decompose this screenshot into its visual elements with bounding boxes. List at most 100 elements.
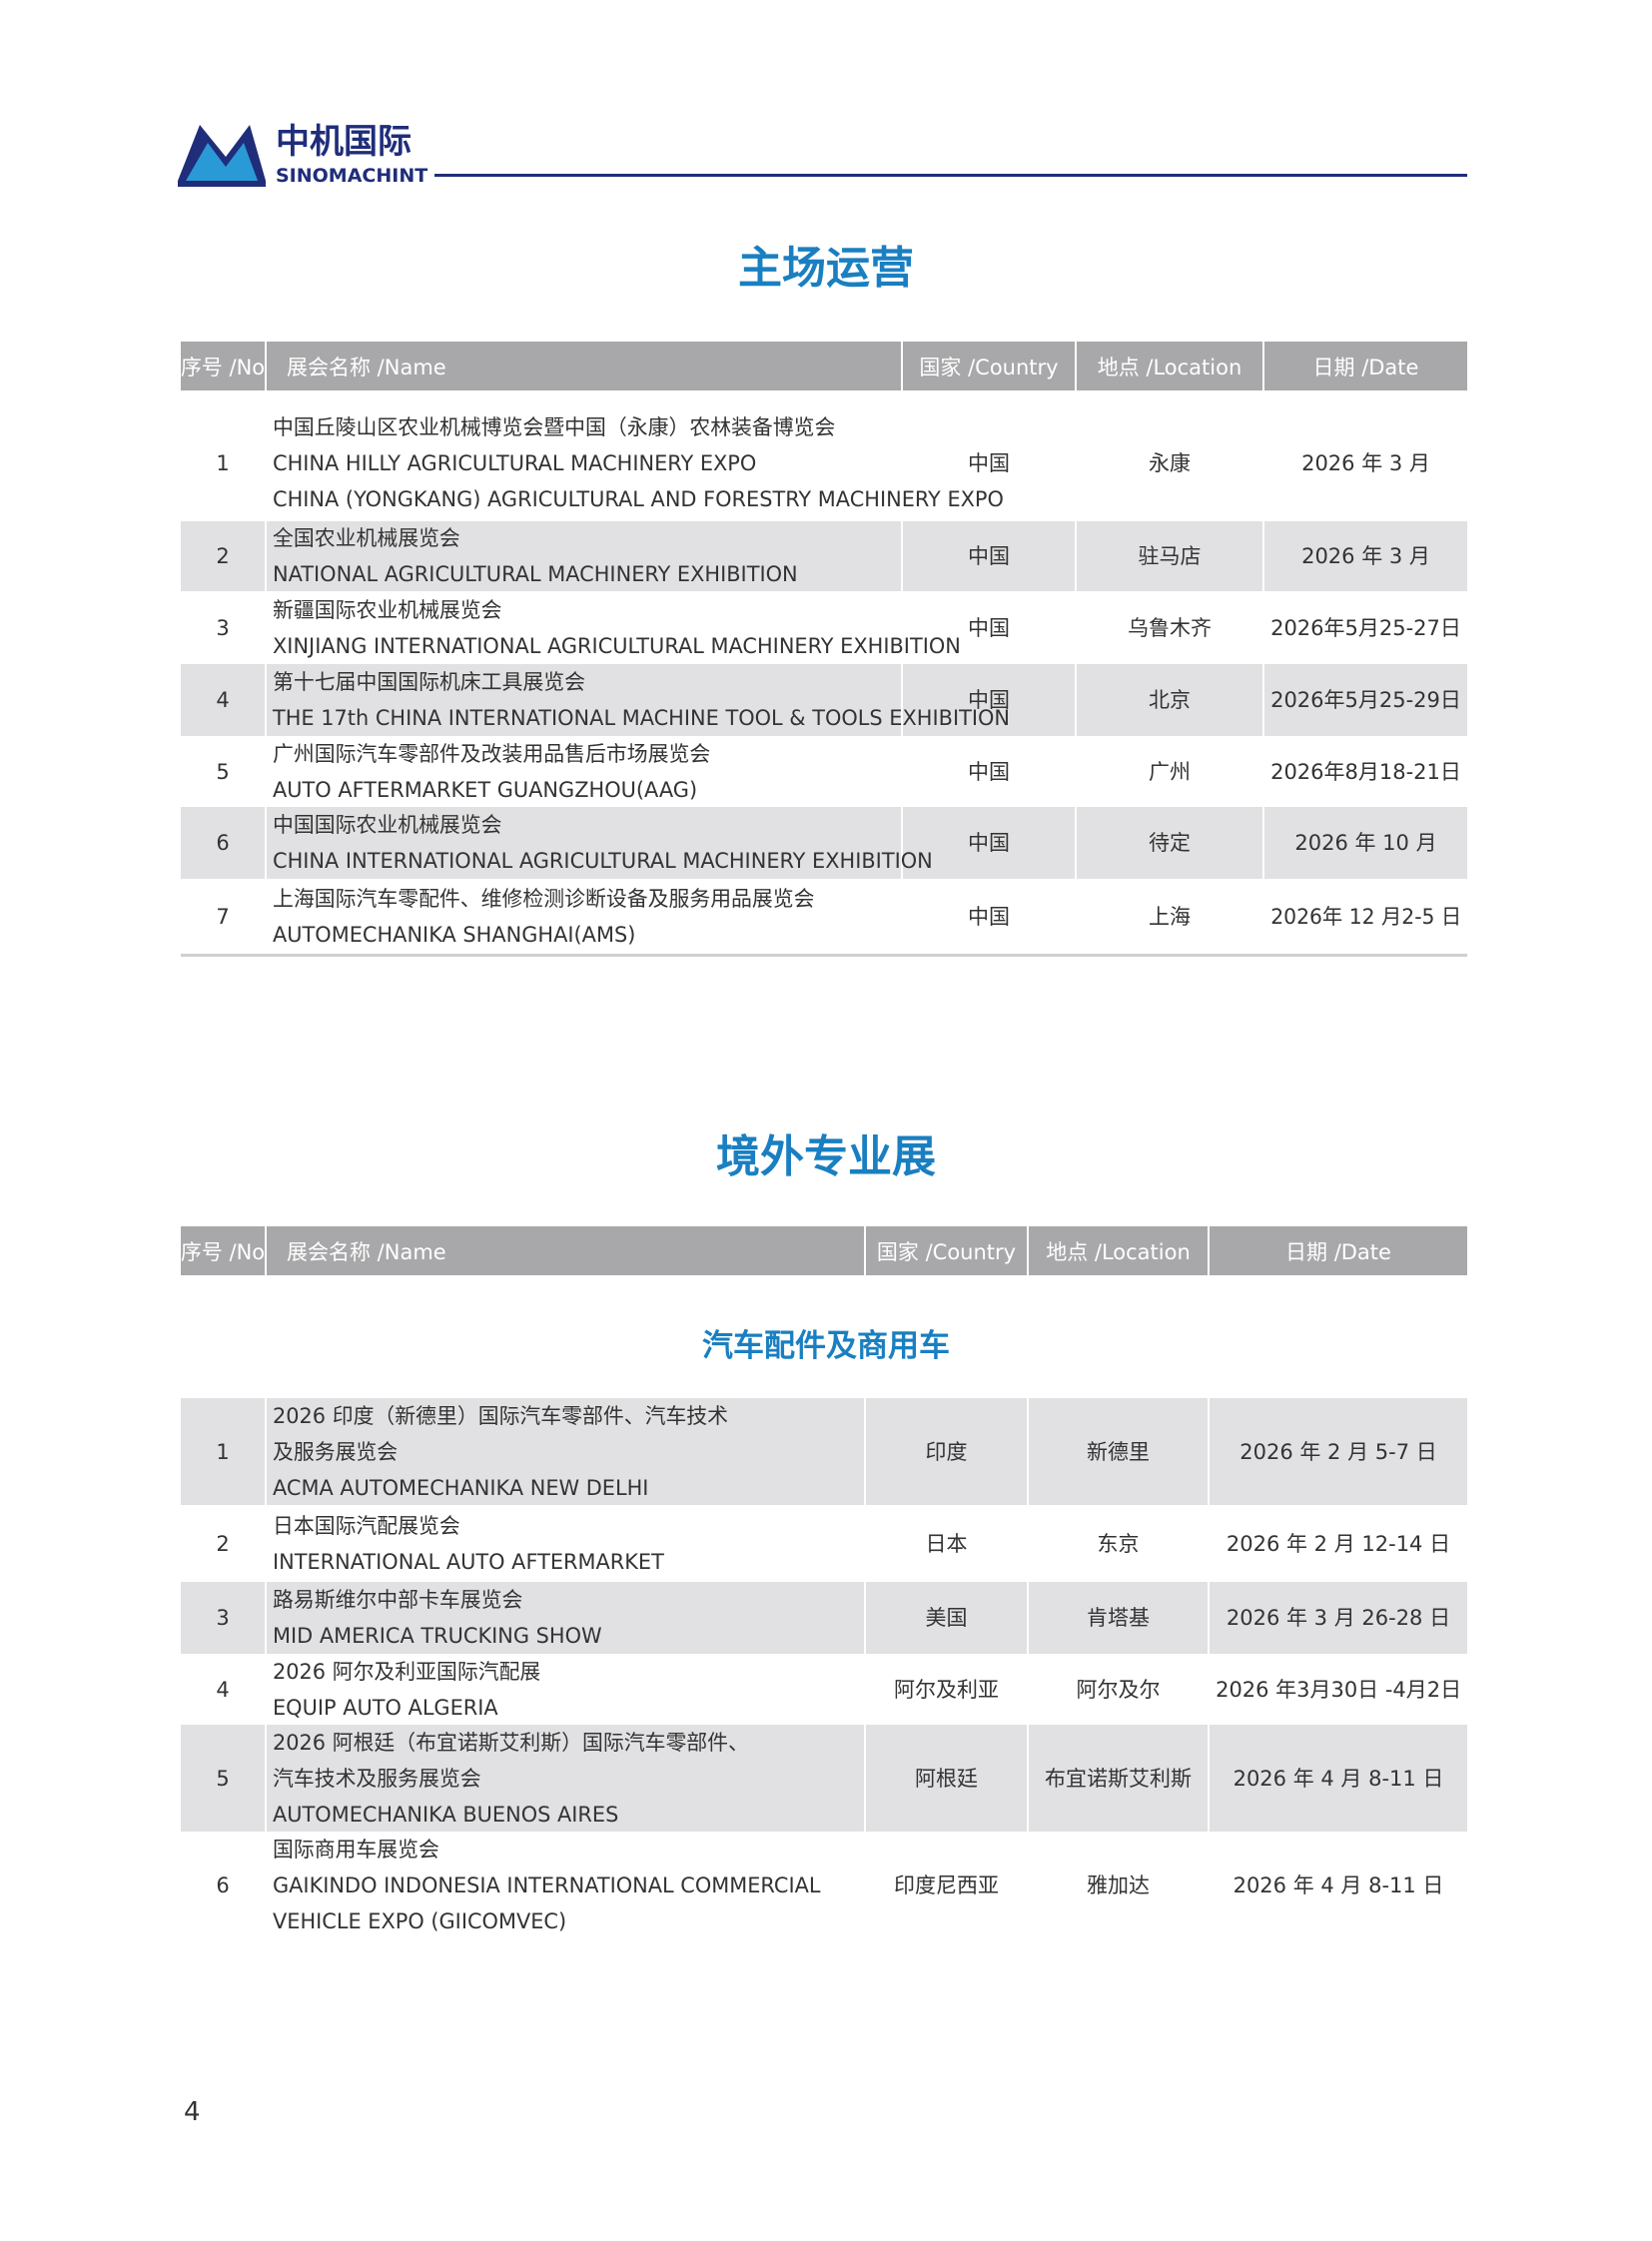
name-line: AUTO AFTERMARKET GUANGZHOU(AAG)	[273, 777, 698, 802]
table-cell: 中国	[903, 521, 1077, 591]
table-cell: 4	[181, 1654, 267, 1725]
name-line: CHINA (YONGKANG) AGRICULTURAL AND FOREST…	[273, 486, 1004, 511]
table-cell: 5	[181, 1725, 267, 1832]
country: 中国	[968, 759, 1010, 784]
name-line: 全国农业机械展览会	[273, 526, 460, 550]
table-row	[181, 664, 1467, 736]
table-cell: 美国	[866, 1582, 1029, 1654]
name-line: 国际商用车展览会	[273, 1838, 439, 1862]
table-cell: 布宜诺斯艾利斯	[1029, 1725, 1210, 1832]
table-header	[181, 342, 1467, 390]
country: 中国	[968, 904, 1010, 929]
table-cell: 中国	[903, 879, 1077, 954]
table-cell: 东京	[1029, 1505, 1210, 1582]
table-cell: 7	[181, 879, 267, 954]
name-line: CHINA INTERNATIONAL AGRICULTURAL MACHINE…	[273, 849, 933, 873]
name-line: 2026 阿根廷（布宜诺斯艾利斯）国际汽车零部件、	[273, 1730, 749, 1755]
column-header: 地点 /Location	[1029, 1226, 1210, 1275]
name-line: 及服务展览会	[273, 1439, 399, 1464]
table-cell: 2	[181, 1505, 267, 1582]
location: 雅加达	[1087, 1873, 1150, 1897]
location: 阿尔及尔	[1076, 1677, 1161, 1702]
table-cell: 6	[181, 1832, 267, 1939]
table-cell: 印度尼西亚	[866, 1832, 1029, 1939]
column-header: 国家 /Country	[903, 342, 1077, 390]
location: 广州	[1149, 759, 1191, 784]
date: 2026 年 3 月 26-28 日	[1226, 1606, 1451, 1630]
location: 东京	[1097, 1531, 1140, 1556]
table-cell: 国际商用车展览会 GAIKINDO INDONESIA INTERNATIONAL…	[267, 1832, 866, 1939]
date: 2026 年 10 月	[1294, 831, 1437, 855]
name-line: ACMA AUTOMECHANIKA NEW DELHI	[273, 1475, 649, 1500]
table-cell: 雅加达	[1029, 1832, 1210, 1939]
name-line: 广州国际汽车零部件及改装用品售后市场展览会	[273, 741, 711, 766]
table-cell: 2026 年 10 月	[1264, 807, 1467, 879]
location: 布宜诺斯艾利斯	[1045, 1766, 1192, 1791]
table-header	[181, 1226, 1467, 1275]
no: 7	[216, 904, 230, 929]
country: 印度尼西亚	[894, 1873, 999, 1897]
no: 5	[216, 759, 230, 784]
no: 5	[216, 1766, 230, 1791]
table-bottom-rule	[181, 954, 1467, 957]
no: 4	[216, 1677, 230, 1702]
table-cell: 2026 年 2 月 12-14 日	[1210, 1505, 1467, 1582]
country: 中国	[968, 831, 1010, 855]
name-line: VEHICLE EXPO (GIICOMVEC)	[273, 1909, 567, 1933]
location: 驻马店	[1138, 544, 1202, 568]
table-cell: 2026 年 2 月 5-7 日	[1210, 1398, 1467, 1505]
table-cell: 中国	[903, 404, 1077, 521]
logo-mark-inner	[186, 143, 258, 181]
column-header: 国家 /Country	[866, 1226, 1029, 1275]
date: 2026年 12 月2-5 日	[1270, 904, 1461, 929]
no: 6	[216, 831, 230, 855]
name-line: MID AMERICA TRUCKING SHOW	[273, 1624, 602, 1648]
table-cell: 驻马店	[1077, 521, 1264, 591]
name-line: 中国丘陵山区农业机械博览会暨中国（永康）农林装备博览会	[273, 414, 836, 439]
location: 乌鲁木齐	[1128, 615, 1212, 640]
column-header: 日期 /Date	[1312, 355, 1419, 379]
country: 中国	[968, 544, 1010, 568]
country: 阿尔及利亚	[894, 1677, 999, 1702]
country: 日本	[925, 1531, 968, 1556]
table-cell: 上海	[1077, 879, 1264, 954]
table-cell: 乌鲁木齐	[1077, 591, 1264, 664]
table-cell: 2026 年 3 月	[1264, 404, 1467, 521]
column-header: 序号 /No	[181, 342, 267, 390]
no: 1	[216, 1439, 230, 1464]
column-header: 日期 /Date	[1285, 1239, 1391, 1264]
name-line: CHINA HILLY AGRICULTURAL MACHINERY EXPO	[273, 450, 757, 475]
section-title: 境外专业展	[716, 1131, 936, 1182]
name-line: 汽车技术及服务展览会	[273, 1766, 481, 1791]
name-line: THE 17th CHINA INTERNATIONAL MACHINE TOO…	[273, 706, 1011, 730]
no: 2	[216, 1531, 230, 1556]
table-cell: 2026 印度（新德里）国际汽车零部件、汽车技术 及服务展览会 ACMA AUTOM…	[267, 1398, 866, 1505]
column-header: 地点 /Location	[1077, 342, 1264, 390]
location: 肯塔基	[1087, 1606, 1150, 1630]
date: 2026年5月25-29日	[1270, 688, 1461, 712]
table-cell: 2026 年3月30日 -4月2日	[1210, 1654, 1467, 1725]
table-cell: 2026 阿根廷（布宜诺斯艾利斯）国际汽车零部件、 汽车技术及服务展览会 AUTOM…	[267, 1725, 866, 1832]
table-cell: 5	[181, 736, 267, 807]
no: 2	[216, 544, 230, 568]
table-cell: 3	[181, 591, 267, 664]
table-cell: 路易斯维尔中部卡车展览会 MID AMERICA TRUCKING SHOW	[267, 1582, 866, 1654]
name-line: 2026 印度（新德里）国际汽车零部件、汽车技术	[273, 1403, 729, 1428]
table-row	[181, 1725, 1467, 1832]
column-header: 序号 /No	[181, 1226, 267, 1275]
location: 永康	[1149, 450, 1191, 475]
date: 2026 年 4 月 8-11 日	[1233, 1766, 1444, 1791]
no: 4	[216, 688, 230, 712]
section-title: 主场运营	[738, 243, 914, 294]
country: 中国	[968, 615, 1010, 640]
table-row	[181, 1582, 1467, 1654]
name-line: NATIONAL AGRICULTURAL MACHINERY EXHIBITI…	[273, 562, 798, 586]
table-cell: 肯塔基	[1029, 1582, 1210, 1654]
table-cell: 2026 年 4 月 8-11 日	[1210, 1832, 1467, 1939]
name-line: GAIKINDO INDONESIA INTERNATIONAL COMMERC…	[273, 1873, 821, 1897]
location: 待定	[1149, 831, 1191, 855]
country: 印度	[925, 1439, 968, 1464]
table-cell: 北京	[1077, 664, 1264, 736]
column-header: 展会名称 /Name	[267, 342, 903, 390]
